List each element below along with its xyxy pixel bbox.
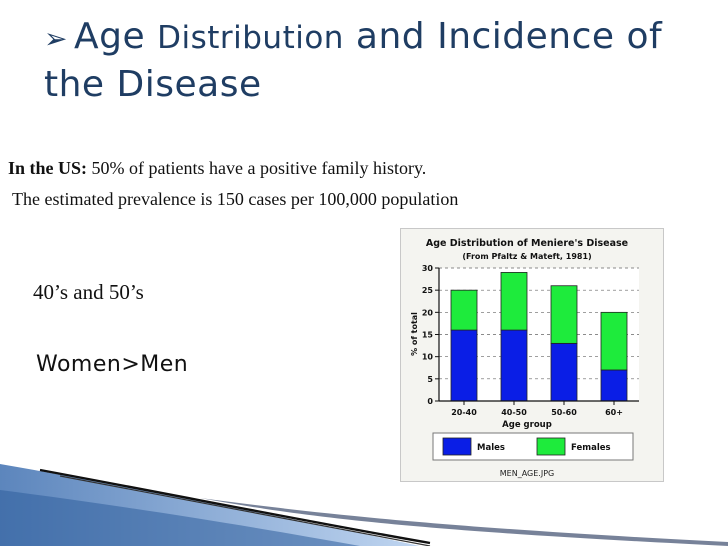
decorative-swoosh	[0, 464, 728, 546]
chart-subtitle: (From Pfaltz & Mateft, 1981)	[462, 252, 591, 261]
legend-swatch-males	[442, 437, 472, 456]
bar-females-40-50	[500, 272, 528, 331]
bars	[450, 272, 628, 402]
x-axis-label: Age group	[502, 420, 552, 430]
bar-males-40-50	[500, 329, 528, 402]
age-range-text: 40’s and 50’s	[33, 280, 144, 304]
us-text: 50% of patients have a positive family h…	[87, 158, 427, 178]
legend-swatch-females	[536, 437, 566, 456]
legend-label-females: Females	[571, 443, 611, 453]
gender-ratio-text: Women>Men	[36, 352, 189, 377]
y-tick-label-20: 20	[422, 308, 434, 317]
y-tick-label-15: 15	[422, 331, 434, 340]
bar-females-20-40	[450, 289, 478, 331]
title-rest: and Incidence of	[355, 16, 663, 57]
x-tick-label-20-40: 20-40	[451, 408, 477, 417]
stacked-bar-chart: Age Distribution of Meniere's Disease (F…	[410, 238, 639, 478]
bar-females-50-60	[550, 285, 578, 344]
axes: 0 5 10 15 20 25 30 20-40 40-50 50-60 60+	[422, 264, 639, 417]
slide-title: ➢ Age Distribution and Incidence of the D…	[44, 14, 704, 108]
arrow-bullet-icon: ➢	[44, 22, 68, 55]
bar-males-50-60	[550, 342, 578, 402]
title-line2: the Disease	[44, 64, 262, 105]
y-tick-label-30: 30	[422, 264, 434, 273]
y-tick-label-10: 10	[422, 353, 434, 362]
bar-females-60+	[600, 311, 628, 371]
legend-label-males: Males	[477, 443, 505, 453]
y-axis-label: % of total	[410, 312, 419, 356]
us-family-history-text: In the US: 50% of patients have a positi…	[8, 158, 426, 179]
prevalence-text: The estimated prevalence is 150 cases pe…	[12, 189, 459, 209]
y-tick-label-0: 0	[427, 397, 433, 406]
chart-figure: Age Distribution of Meniere's Disease (F…	[400, 228, 664, 482]
x-tick-label-40-50: 40-50	[501, 408, 527, 417]
bar-males-20-40	[450, 329, 478, 402]
title-word-age: Age	[74, 16, 146, 57]
chart-title: Age Distribution of Meniere's Disease	[426, 238, 628, 249]
us-label: In the US:	[8, 158, 88, 178]
bar-males-60+	[600, 369, 628, 402]
x-tick-label-60+: 60+	[605, 408, 623, 417]
title-word-distribution: Distribution	[157, 20, 344, 56]
chart-caption: MEN_AGE.JPG	[500, 469, 554, 478]
y-tick-label-25: 25	[422, 286, 434, 295]
y-tick-label-5: 5	[427, 375, 433, 384]
x-tick-label-50-60: 50-60	[551, 408, 577, 417]
